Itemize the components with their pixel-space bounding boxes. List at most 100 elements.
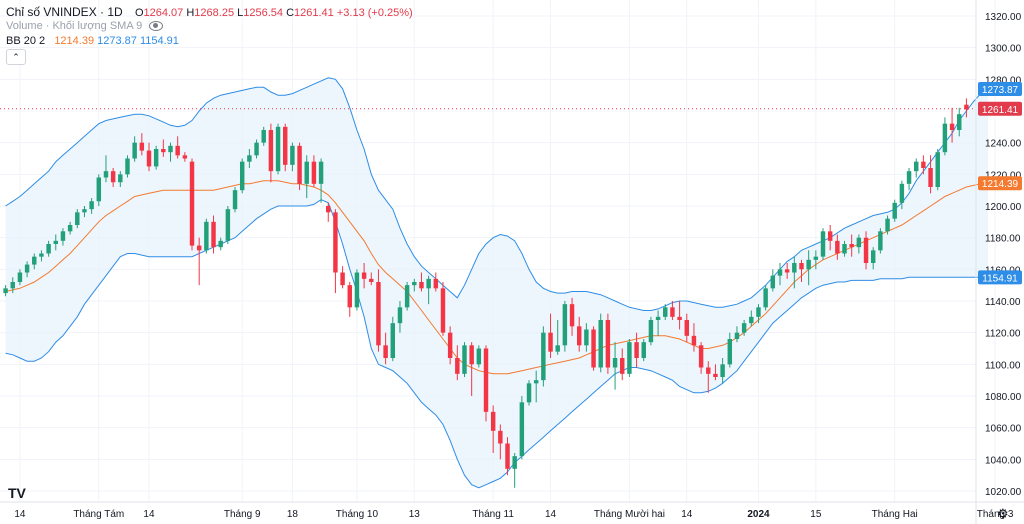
candle-body — [161, 149, 166, 153]
candle-body — [698, 345, 704, 368]
chevron-up-icon[interactable]: ⌃ — [6, 49, 26, 65]
candle-body — [706, 367, 711, 374]
candle-body — [347, 285, 352, 308]
candle-body — [110, 171, 116, 183]
candle-body — [290, 145, 295, 165]
candle-body — [763, 288, 768, 308]
candle-body — [906, 171, 912, 184]
candle-body — [412, 282, 417, 286]
x-tick-label: 2024 — [747, 509, 770, 520]
candle-body — [856, 237, 862, 248]
open-value: 1264.07 — [143, 7, 184, 19]
candle-body — [139, 142, 145, 151]
candle-body — [827, 231, 833, 241]
high-label: H — [186, 7, 195, 19]
gear-icon[interactable]: ⚙ — [997, 506, 1009, 521]
y-tick-label: 1140.00 — [985, 297, 1021, 308]
candle-body — [239, 161, 245, 191]
y-tick-label: 1120.00 — [985, 329, 1021, 340]
price-tag-label: 1273.87 — [982, 85, 1019, 96]
candle-body — [283, 126, 288, 165]
x-tick-label: 13 — [409, 509, 421, 520]
candle-body — [118, 174, 123, 183]
y-tick-label: 1300.00 — [985, 44, 1022, 55]
tradingview-logo[interactable]: TV — [8, 485, 26, 501]
x-tick-label: Tháng 9 — [224, 509, 261, 520]
candle-body — [863, 237, 869, 263]
candle-body — [397, 307, 403, 324]
candle-body — [541, 332, 546, 381]
candle-body — [304, 161, 309, 184]
y-tick-label: 1240.00 — [985, 139, 1022, 150]
price-tag-label: 1154.91 — [982, 273, 1018, 284]
candle-body — [146, 150, 152, 167]
candle-body — [196, 245, 202, 251]
y-tick-label: 1180.00 — [985, 234, 1021, 245]
candle-body — [799, 263, 804, 270]
candle-body — [383, 345, 388, 358]
candle-body — [720, 364, 725, 377]
price-axis[interactable]: 1020.00 1040.00 1060.00 1080.00 1100.00 1120.… — [985, 12, 1022, 498]
candle-body — [3, 288, 8, 294]
candle-body — [125, 158, 130, 175]
candle-body — [218, 240, 223, 248]
candle-body — [548, 332, 553, 352]
y-tick-label: 1020.00 — [985, 487, 1022, 498]
candle-body — [89, 201, 94, 210]
candle-body — [555, 345, 560, 352]
candle-body — [892, 202, 897, 219]
candle-body — [268, 130, 274, 172]
candle-body — [935, 152, 940, 187]
bollinger-middle-line — [5, 180, 988, 375]
candle-body — [354, 272, 360, 308]
candle-body — [784, 269, 790, 273]
candle-body — [813, 256, 819, 260]
candle-body — [404, 285, 410, 308]
candle-body — [663, 307, 668, 317]
candle-body — [741, 323, 747, 333]
legend-volume-row[interactable]: Volume · Khối lượng SMA 9 — [6, 20, 164, 32]
legend-bb-row[interactable]: BB 20 2 1214.39 1273.87 1154.91 — [6, 35, 179, 47]
y-tick-label: 1280.00 — [985, 75, 1022, 86]
candle-body — [483, 348, 489, 412]
candle-body — [777, 269, 783, 276]
candle-body — [584, 329, 589, 346]
price-tag — [978, 270, 1022, 285]
eye-icon[interactable] — [149, 21, 164, 32]
candle-body — [512, 456, 517, 469]
price-tag-label: 1261.41 — [982, 105, 1019, 116]
close-label: C — [286, 7, 295, 19]
candle-body — [842, 244, 847, 254]
candle-body — [878, 231, 883, 251]
candle-body — [670, 307, 675, 317]
candle-body — [655, 316, 661, 320]
candle-body — [132, 142, 137, 159]
candle-body — [734, 332, 740, 339]
candle-body — [749, 316, 754, 324]
candle-body — [103, 171, 109, 178]
x-tick-label: 15 — [810, 509, 822, 520]
candle-body — [326, 206, 331, 213]
candle-body — [598, 320, 603, 368]
candle-body — [82, 209, 87, 213]
open-label: O — [134, 7, 144, 19]
candle-body — [562, 304, 568, 346]
price-tag — [978, 176, 1022, 191]
symbol-title[interactable]: Chỉ số VNINDEX · 1D — [6, 5, 123, 19]
bb-lower-value: 1154.91 — [139, 35, 179, 47]
candle-body — [505, 443, 510, 469]
candle-body — [519, 402, 525, 457]
x-tick-label: Tháng Mười hai — [594, 509, 665, 520]
bb-upper-value: 1273.87 — [97, 35, 137, 47]
x-tick-label: 14 — [14, 509, 26, 520]
candle-body — [870, 250, 876, 263]
candle-body — [713, 373, 718, 377]
candle-body — [620, 358, 625, 374]
y-tick-label: 1080.00 — [985, 392, 1022, 403]
candle-body — [175, 145, 180, 156]
low-label: L — [237, 7, 244, 19]
candle-body — [942, 123, 948, 153]
y-tick-label: 1220.00 — [985, 170, 1022, 181]
time-axis[interactable]: 14 Tháng Tám 14 Tháng 9 18 Tháng 10 13 Tháng 11… — [14, 509, 1014, 520]
